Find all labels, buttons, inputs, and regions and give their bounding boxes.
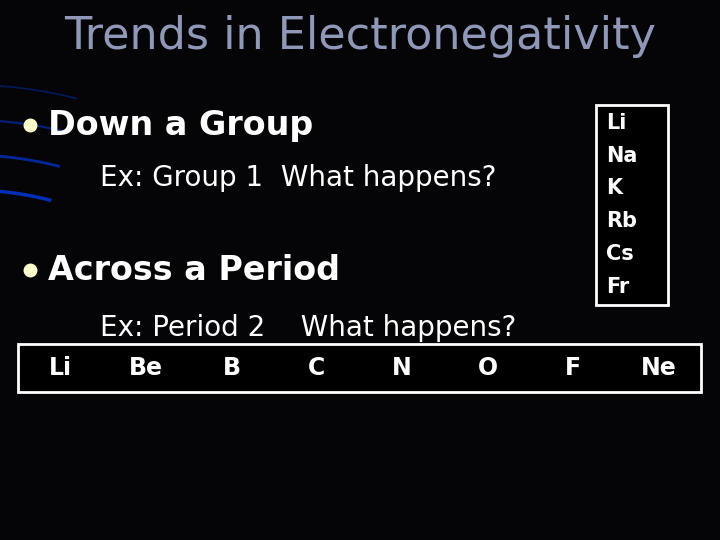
Text: Ne: Ne [640,356,676,380]
Text: Cs: Cs [606,244,634,264]
Text: Ex: Group 1  What happens?: Ex: Group 1 What happens? [100,164,497,192]
Text: Down a Group: Down a Group [48,109,313,141]
Text: Li: Li [606,113,626,133]
Text: B: B [222,356,240,380]
Text: Fr: Fr [606,276,629,296]
Bar [18,344,701,392]
Text: Across a Period: Across a Period [48,253,340,287]
Text: Rb: Rb [606,211,637,231]
Text: Be: Be [129,356,163,380]
Text: O: O [477,356,498,380]
Text: Trends in Electronegativity: Trends in Electronegativity [64,16,656,58]
Text: Ex: Period 2    What happens?: Ex: Period 2 What happens? [100,314,516,342]
Text: Li: Li [49,356,72,380]
Text: F: F [565,356,581,380]
Text: K: K [606,178,622,199]
Text: N: N [392,356,412,380]
Text: C: C [308,356,325,380]
Bar [596,105,668,305]
Text: Na: Na [606,146,637,166]
